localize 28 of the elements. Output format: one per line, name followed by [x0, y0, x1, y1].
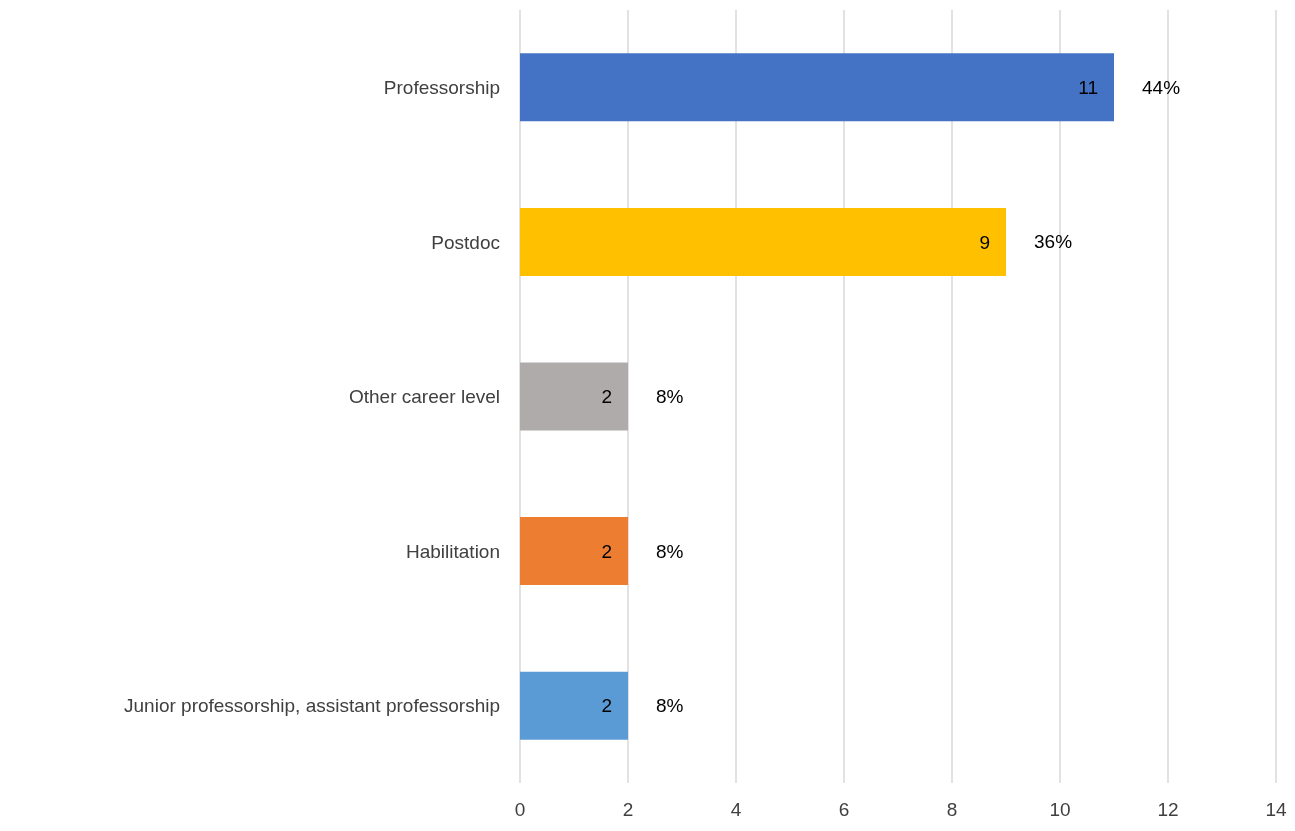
bar — [520, 53, 1114, 122]
x-tick-label: 12 — [1157, 799, 1179, 821]
x-tick-label: 0 — [514, 799, 526, 821]
data-label: 2 — [601, 386, 612, 408]
bar — [520, 207, 1006, 276]
bar — [520, 517, 628, 586]
data-label: 9 — [979, 231, 990, 253]
data-label: 11 — [1078, 77, 1098, 99]
annotation: 36% — [1034, 231, 1073, 253]
x-tick-label: 8 — [946, 799, 958, 821]
annotation: 8% — [656, 695, 684, 717]
data-label: 2 — [601, 695, 612, 717]
x-tick-label: 14 — [1265, 799, 1287, 821]
y-tick-label: Habilitation — [406, 540, 500, 562]
x-tick-label: 4 — [730, 799, 742, 821]
x-tick-label: 6 — [838, 799, 850, 821]
y-tick-label: Junior professorship, assistant professorship — [124, 695, 500, 717]
y-tick-label: Other career level — [348, 386, 500, 408]
bar — [520, 671, 628, 740]
y-tick-label: Postdoc — [431, 231, 500, 253]
data-label: 2 — [601, 540, 612, 562]
x-tick-label: 10 — [1049, 799, 1071, 821]
annotation: 44% — [1142, 76, 1181, 98]
bar — [520, 362, 628, 431]
x-tick-label: 2 — [622, 799, 634, 821]
annotation: 8% — [656, 386, 684, 407]
annotation: 8% — [656, 540, 684, 562]
y-tick-label: Professorship — [383, 77, 500, 99]
